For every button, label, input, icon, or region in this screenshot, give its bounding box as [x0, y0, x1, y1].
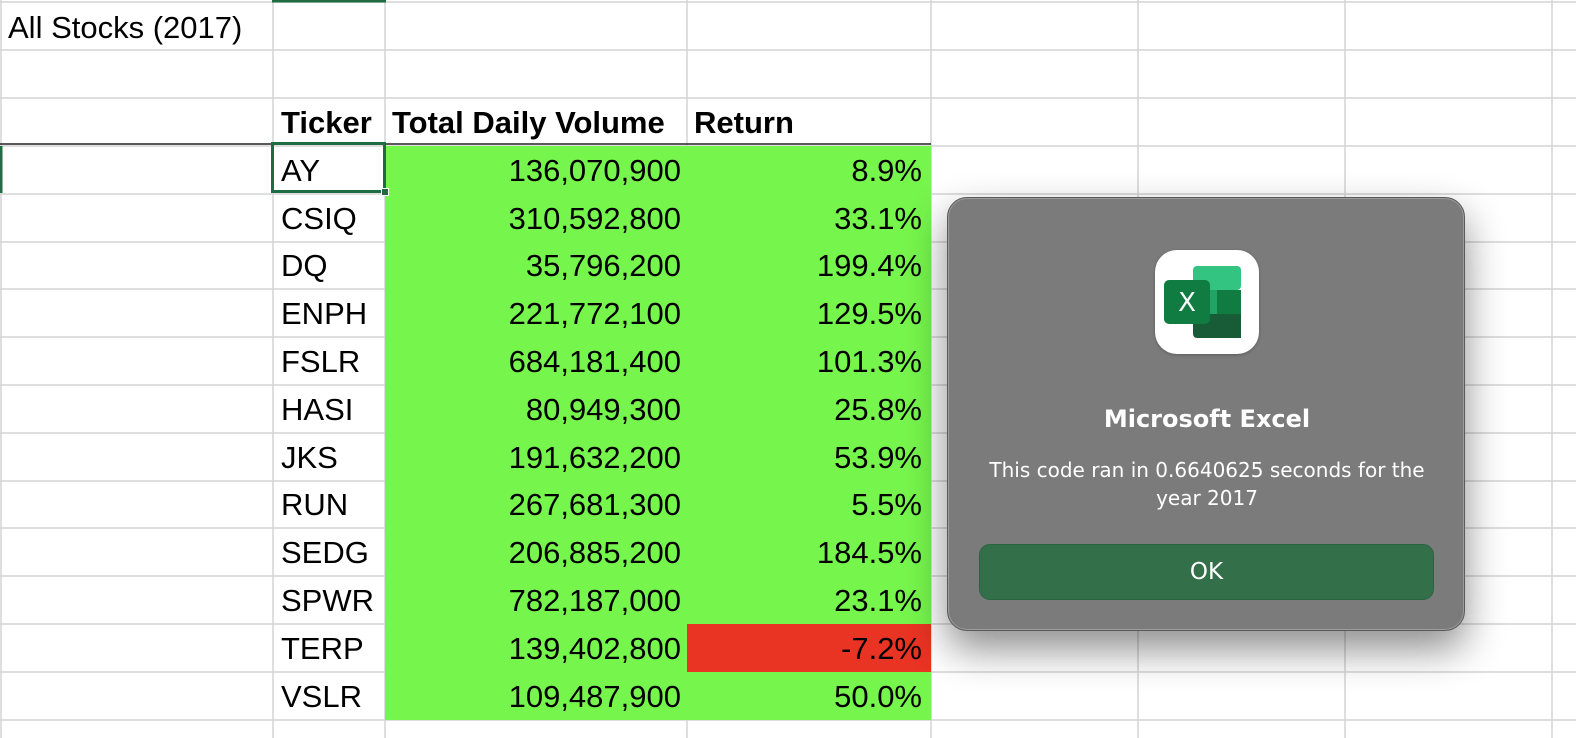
- return-value: 23.1%: [834, 582, 922, 618]
- ticker-value: SEDG: [281, 534, 369, 570]
- fill-handle[interactable]: [381, 188, 389, 196]
- excel-app-icon: X: [1155, 250, 1259, 354]
- volume-value: 109,487,900: [508, 678, 681, 714]
- ticker-cell[interactable]: CSIQ: [273, 194, 385, 242]
- volume-value: 221,772,100: [508, 295, 681, 331]
- return-value: 129.5%: [816, 295, 922, 331]
- ticker-cell[interactable]: ENPH: [273, 289, 385, 337]
- ticker-cell[interactable]: JKS: [273, 433, 385, 481]
- ticker-cell[interactable]: VSLR: [273, 672, 385, 720]
- volume-cell[interactable]: 267,681,300: [385, 481, 687, 528]
- ticker-cell[interactable]: DQ: [273, 242, 385, 289]
- header-ticker-label: Ticker: [281, 104, 372, 140]
- ticker-value: CSIQ: [281, 200, 357, 236]
- volume-cell[interactable]: 139,402,800: [385, 624, 687, 672]
- return-value: 25.8%: [834, 391, 922, 427]
- header-return-label: Return: [694, 104, 794, 140]
- ticker-value: HASI: [281, 391, 354, 427]
- volume-value: 206,885,200: [508, 534, 681, 570]
- return-cell[interactable]: 129.5%: [687, 289, 931, 337]
- return-cell[interactable]: 53.9%: [687, 433, 931, 481]
- sheet-title-cell[interactable]: All Stocks (2017): [0, 3, 272, 51]
- excel-letter: X: [1178, 288, 1196, 318]
- ticker-value: RUN: [281, 487, 349, 522]
- return-cell[interactable]: 5.5%: [687, 481, 931, 528]
- return-value: 184.5%: [816, 534, 922, 570]
- ticker-cell[interactable]: FSLR: [273, 337, 385, 385]
- alert-dialog: X Microsoft Excel This code ran in 0.664…: [947, 197, 1465, 631]
- volume-cell[interactable]: 136,070,900: [385, 146, 687, 194]
- return-cell[interactable]: 8.9%: [687, 146, 931, 194]
- volume-cell[interactable]: 684,181,400: [385, 337, 687, 385]
- ticker-cell[interactable]: AY: [273, 146, 385, 194]
- ok-button[interactable]: OK: [979, 544, 1434, 600]
- volume-cell[interactable]: 35,796,200: [385, 242, 687, 289]
- volume-value: 782,187,000: [508, 582, 681, 618]
- excel-logo-icon: X: [1164, 266, 1241, 338]
- return-cell[interactable]: 50.0%: [687, 672, 931, 720]
- volume-value: 35,796,200: [525, 248, 681, 283]
- ticker-cell[interactable]: TERP: [273, 624, 385, 672]
- return-value: 101.3%: [816, 343, 922, 379]
- sheet-title: All Stocks (2017): [8, 9, 243, 45]
- volume-value: 267,681,300: [508, 487, 681, 522]
- volume-cell[interactable]: 206,885,200: [385, 528, 687, 576]
- volume-value: 191,632,200: [508, 439, 681, 475]
- ticker-value: TERP: [281, 630, 364, 666]
- return-cell[interactable]: -7.2%: [687, 624, 931, 672]
- return-value: 199.4%: [816, 248, 922, 283]
- volume-value: 310,592,800: [508, 200, 681, 236]
- volume-value: 80,949,300: [525, 391, 681, 427]
- return-value: 50.0%: [834, 678, 922, 714]
- dialog-title: Microsoft Excel: [1103, 405, 1311, 433]
- return-value: 53.9%: [834, 439, 922, 475]
- header-return[interactable]: Return: [687, 98, 931, 146]
- return-value: -7.2%: [841, 630, 922, 666]
- return-cell[interactable]: 25.8%: [687, 385, 931, 433]
- ticker-cell[interactable]: SPWR: [273, 576, 385, 624]
- return-value: 5.5%: [851, 487, 922, 522]
- return-cell[interactable]: 101.3%: [687, 337, 931, 385]
- ticker-value: ENPH: [281, 295, 368, 331]
- return-cell[interactable]: 184.5%: [687, 528, 931, 576]
- return-value: 33.1%: [834, 200, 922, 236]
- volume-value: 136,070,900: [508, 152, 681, 188]
- volume-cell[interactable]: 109,487,900: [385, 672, 687, 720]
- volume-cell[interactable]: 191,632,200: [385, 433, 687, 481]
- volume-cell[interactable]: 221,772,100: [385, 289, 687, 337]
- ticker-value: FSLR: [281, 343, 361, 379]
- header-total-daily-volume[interactable]: Total Daily Volume: [385, 98, 687, 146]
- ticker-value: SPWR: [281, 582, 374, 618]
- ticker-cell[interactable]: RUN: [273, 481, 385, 528]
- volume-value: 684,181,400: [508, 343, 681, 379]
- return-cell[interactable]: 23.1%: [687, 576, 931, 624]
- ticker-value: VSLR: [281, 678, 362, 714]
- ticker-value: JKS: [281, 439, 338, 475]
- volume-cell[interactable]: 782,187,000: [385, 576, 687, 624]
- return-value: 8.9%: [851, 152, 922, 188]
- volume-cell[interactable]: 310,592,800: [385, 194, 687, 242]
- volume-value: 139,402,800: [508, 630, 681, 666]
- ticker-value: DQ: [281, 248, 328, 283]
- return-cell[interactable]: 33.1%: [687, 194, 931, 242]
- dialog-message: This code ran in 0.6640625 seconds for t…: [989, 458, 1425, 510]
- header-ticker[interactable]: Ticker: [273, 98, 385, 146]
- volume-cell[interactable]: 80,949,300: [385, 385, 687, 433]
- ticker-value: AY: [281, 152, 321, 188]
- return-cell[interactable]: 199.4%: [687, 242, 931, 289]
- ticker-cell[interactable]: HASI: [273, 385, 385, 433]
- header-volume-label: Total Daily Volume: [392, 104, 665, 140]
- ticker-cell[interactable]: SEDG: [273, 528, 385, 576]
